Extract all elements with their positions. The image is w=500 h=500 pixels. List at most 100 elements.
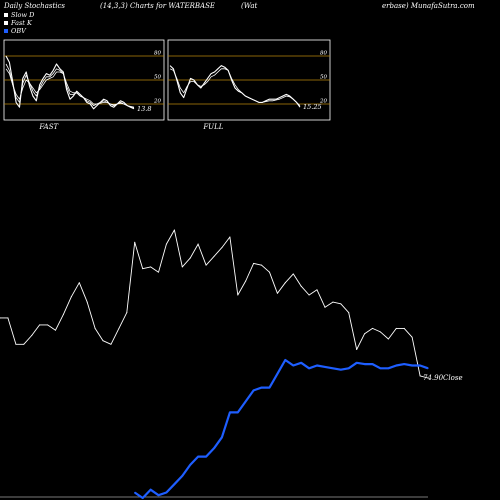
close-point [0,317,1,319]
obv-point [411,364,413,367]
obv-point [157,494,160,496]
obv-point [403,363,405,365]
tick-label-fast-80: 80 [154,51,161,57]
close-point [387,338,389,340]
close-point [78,282,80,284]
tick-label-full-80: 80 [320,51,327,57]
close-point [324,306,326,308]
close-point [126,312,128,314]
obv-point [356,362,358,364]
close-point [70,296,72,298]
obv-point [221,436,223,438]
obv-point [173,483,175,485]
close-point [237,294,239,296]
obv-point [237,411,239,414]
obv-point [181,475,183,477]
obv-point [276,373,279,375]
legend-label-fast-k: Fast K [11,19,32,27]
tick-label-full-20: 20 [319,99,327,105]
close-point [142,268,144,270]
obv-point [284,359,286,361]
obv-point [245,400,247,402]
close-point [118,327,120,329]
close-point [62,313,64,315]
tick-label-full-50: 50 [320,75,327,81]
close-point [419,375,421,377]
close-point [86,301,88,303]
obv-point [149,489,152,491]
obv-point [379,367,382,369]
close-point [316,289,318,291]
legend-label-slow-d: Slow D [11,11,35,19]
close-point [158,271,160,273]
close-point [427,377,429,379]
close-point [300,285,302,287]
close-point [348,312,350,314]
obv-point [324,366,326,368]
obv-point [213,447,215,449]
close-point [276,292,278,294]
legend-swatch-fast-k [4,21,8,25]
panel-title-fast: FAST [38,123,59,131]
close-point [221,247,223,249]
obv-point [142,497,144,499]
obv-point [419,364,421,367]
close-point [134,241,136,243]
stoch-line-full-0 [169,65,301,108]
obv-point [268,387,271,389]
header-center: (14,3,3) Charts for WATERBASE [100,2,216,10]
close-point [364,333,366,335]
close-point [31,334,33,336]
obv-point [395,364,397,367]
obv-point [387,367,389,369]
obv-point [371,363,374,365]
tick-label-fast-20: 20 [153,99,161,105]
close-point [253,262,255,264]
obv-point [205,456,207,458]
close-point [332,301,334,303]
close-point [102,340,104,342]
close-point [411,336,413,338]
obv-point [300,362,302,364]
close-point [403,327,405,329]
close-point [379,331,381,333]
obv-point [316,364,318,367]
close-point [173,229,175,231]
stoch-line-full-1 [169,68,301,106]
close-point [15,343,17,345]
close-point [7,317,9,319]
header-left: Daily Stochastics [4,2,66,10]
close-point [229,236,231,238]
header-right-a: (Wat [241,2,258,10]
close-point [284,282,286,284]
obv-point [165,491,168,494]
tick-label-fast-50: 50 [154,75,161,81]
obv-point [189,464,191,466]
legend-label-obv: OBV [11,27,26,35]
close-point [189,257,191,259]
close-point [245,280,247,282]
obv-point [308,367,310,369]
obv-point [348,367,350,369]
close-point [372,327,374,329]
close-point [213,255,215,257]
close-point [340,303,342,305]
close-point [292,273,294,275]
obv-point [427,367,429,369]
close-point [181,266,183,268]
close-point [165,243,167,245]
legend-item-obv: OBV [4,27,26,35]
obv-point [363,363,366,365]
legend-item-fast-k: Fast K [4,19,32,27]
obv-point [340,369,342,371]
last-close-label: 74.90Close [423,374,463,382]
close-point [205,264,207,266]
obv-point [253,389,255,391]
obv-point [292,364,294,367]
obv-point [229,411,231,414]
close-point [197,243,199,245]
close-point [47,324,49,326]
close-point [54,329,56,331]
